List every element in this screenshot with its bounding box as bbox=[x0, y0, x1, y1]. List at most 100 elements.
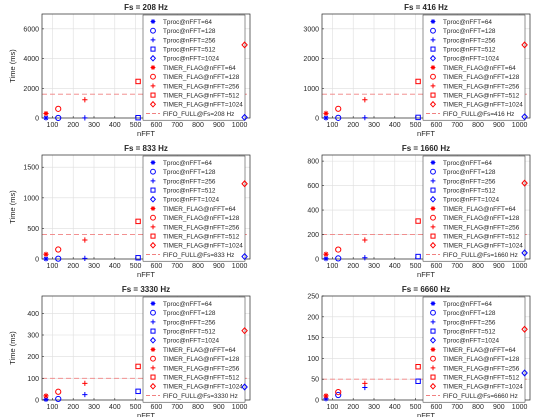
legend-entry: TIMER_FLAG@nFFT=1024 bbox=[443, 384, 523, 391]
legend-marker bbox=[430, 365, 436, 371]
x-axis-label: nFFT bbox=[137, 411, 155, 417]
data-point bbox=[335, 114, 342, 121]
x-tick-label: 100 bbox=[47, 404, 59, 411]
legend: Tproc@nFFT=64 Tproc@nFFT=128 Tproc@nFFT=25… bbox=[142, 14, 246, 121]
legend-marker bbox=[150, 46, 156, 52]
legend-marker bbox=[430, 328, 436, 334]
y-tick-label: 100 bbox=[27, 376, 39, 383]
x-tick-label: 800 bbox=[192, 404, 204, 411]
legend-marker bbox=[429, 336, 437, 344]
legend-entry: TIMER_FLAG@nFFT=1024 bbox=[163, 384, 243, 391]
x-tick-label: 500 bbox=[130, 122, 142, 129]
x-tick-label: 900 bbox=[493, 122, 505, 129]
legend: Tproc@nFFT=64 Tproc@nFFT=128 Tproc@nFFT=25… bbox=[422, 296, 526, 403]
legend-box bbox=[422, 155, 526, 262]
x-tick-label: 300 bbox=[88, 122, 100, 129]
x-tick-label: 500 bbox=[410, 122, 422, 129]
x-tick-label: 200 bbox=[67, 122, 79, 129]
legend-entry: TIMER_FLAG@nFFT=512 bbox=[163, 234, 240, 241]
legend-marker bbox=[150, 92, 156, 98]
legend: Tproc@nFFT=64 Tproc@nFFT=128 Tproc@nFFT=25… bbox=[142, 296, 246, 403]
x-tick-label: 600 bbox=[151, 122, 163, 129]
legend-entry-fifo: FIFO_FULL@Fs=416 Hz bbox=[443, 111, 514, 118]
chart-panel-5: 100 200 300 400 500 600 700 800 900 1000 0 100 200 30… bbox=[8, 285, 251, 417]
legend-marker bbox=[430, 65, 436, 70]
data-point bbox=[323, 115, 329, 121]
legend-marker bbox=[150, 214, 156, 221]
x-tick-label: 300 bbox=[368, 263, 380, 270]
x-tick-label: 200 bbox=[67, 404, 79, 411]
data-point bbox=[82, 380, 88, 386]
legend-entry: Tproc@nFFT=1024 bbox=[443, 56, 499, 63]
legend-entry: Tproc@nFFT=128 bbox=[163, 310, 216, 317]
x-tick-label: 900 bbox=[213, 122, 225, 129]
y-tick-label: 0 bbox=[35, 398, 39, 405]
x-tick-label: 800 bbox=[192, 263, 204, 270]
x-axis-label: nFFT bbox=[417, 411, 435, 417]
x-tick-label: 400 bbox=[389, 404, 401, 411]
x-tick-label: 1000 bbox=[512, 122, 528, 129]
x-tick-label: 200 bbox=[67, 263, 79, 270]
y-tick-label: 600 bbox=[307, 183, 319, 190]
legend-marker bbox=[150, 37, 156, 43]
legend-entry: TIMER_FLAG@nFFT=128 bbox=[163, 215, 240, 222]
legend-entry: Tproc@nFFT=512 bbox=[163, 47, 216, 54]
data-point bbox=[135, 78, 141, 85]
data-point bbox=[43, 396, 49, 402]
legend-marker bbox=[430, 160, 436, 165]
x-tick-label: 800 bbox=[472, 404, 484, 411]
y-tick-label: 300 bbox=[27, 333, 39, 340]
data-point bbox=[323, 110, 329, 116]
y-tick-label: 200 bbox=[307, 314, 319, 321]
legend-entry: TIMER_FLAG@nFFT=256 bbox=[163, 224, 240, 231]
x-tick-label: 200 bbox=[347, 122, 359, 129]
data-point bbox=[323, 396, 329, 402]
legend: Tproc@nFFT=64 Tproc@nFFT=128 Tproc@nFFT=25… bbox=[422, 14, 526, 121]
legend-entry: Tproc@nFFT=512 bbox=[163, 329, 216, 336]
x-axis-label: nFFT bbox=[417, 270, 435, 279]
x-tick-label: 400 bbox=[109, 122, 121, 129]
legend-entry: TIMER_FLAG@nFFT=1024 bbox=[443, 102, 523, 109]
legend-marker bbox=[150, 224, 156, 230]
legend-entry: TIMER_FLAG@nFFT=128 bbox=[443, 215, 520, 222]
legend-marker bbox=[429, 100, 437, 108]
y-tick-label: 0 bbox=[315, 398, 319, 405]
data-point bbox=[323, 393, 329, 399]
legend-marker bbox=[430, 19, 436, 24]
legend-entry: TIMER_FLAG@nFFT=512 bbox=[443, 375, 520, 382]
data-point bbox=[135, 363, 141, 370]
legend-entry: Tproc@nFFT=64 bbox=[443, 19, 492, 26]
legend-entry: Tproc@nFFT=256 bbox=[443, 178, 496, 185]
legend-marker bbox=[150, 309, 156, 316]
data-point bbox=[521, 369, 528, 377]
x-tick-label: 400 bbox=[109, 404, 121, 411]
data-point bbox=[43, 115, 49, 121]
data-point bbox=[241, 41, 248, 49]
legend-entry-fifo: FIFO_FULL@Fs=3330 Hz bbox=[163, 393, 238, 400]
legend-entry-fifo: FIFO_FULL@Fs=208 Hz bbox=[163, 111, 234, 118]
legend-entry: TIMER_FLAG@nFFT=128 bbox=[163, 356, 240, 363]
legend-entry-fifo: FIFO_FULL@Fs=1660 Hz bbox=[443, 252, 518, 259]
x-tick-label: 1000 bbox=[512, 263, 528, 270]
legend-marker bbox=[150, 83, 156, 89]
x-axis-label: nFFT bbox=[137, 129, 155, 138]
legend-entry: Tproc@nFFT=128 bbox=[443, 310, 496, 317]
x-tick-label: 500 bbox=[410, 404, 422, 411]
y-tick-label: 50 bbox=[311, 377, 319, 384]
data-point bbox=[335, 255, 342, 262]
legend-entry: TIMER_FLAG@nFFT=1024 bbox=[443, 243, 523, 250]
legend-entry: TIMER_FLAG@nFFT=128 bbox=[443, 74, 520, 81]
legend-marker bbox=[429, 382, 437, 390]
data-point bbox=[241, 180, 248, 188]
x-tick-label: 600 bbox=[431, 404, 443, 411]
y-tick-label: 2000 bbox=[303, 56, 319, 63]
legend-box bbox=[422, 296, 526, 403]
data-point bbox=[362, 115, 368, 121]
chart-title: Fs = 1660 Hz bbox=[402, 144, 450, 153]
legend-entry: Tproc@nFFT=512 bbox=[443, 329, 496, 336]
data-point bbox=[415, 253, 421, 260]
x-tick-label: 400 bbox=[389, 263, 401, 270]
data-point bbox=[335, 391, 342, 399]
x-tick-label: 800 bbox=[192, 122, 204, 129]
